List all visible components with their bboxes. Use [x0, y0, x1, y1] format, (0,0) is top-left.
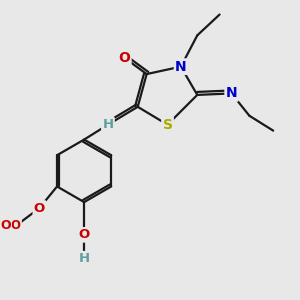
- Text: O: O: [34, 202, 45, 214]
- Text: H: H: [79, 252, 90, 265]
- Text: S: S: [163, 118, 172, 132]
- Text: O: O: [11, 219, 21, 232]
- Text: N: N: [226, 86, 237, 100]
- Text: O: O: [79, 228, 90, 242]
- Text: O: O: [0, 219, 11, 232]
- Text: O: O: [118, 51, 130, 65]
- Text: N: N: [175, 60, 187, 74]
- Text: H: H: [102, 118, 113, 131]
